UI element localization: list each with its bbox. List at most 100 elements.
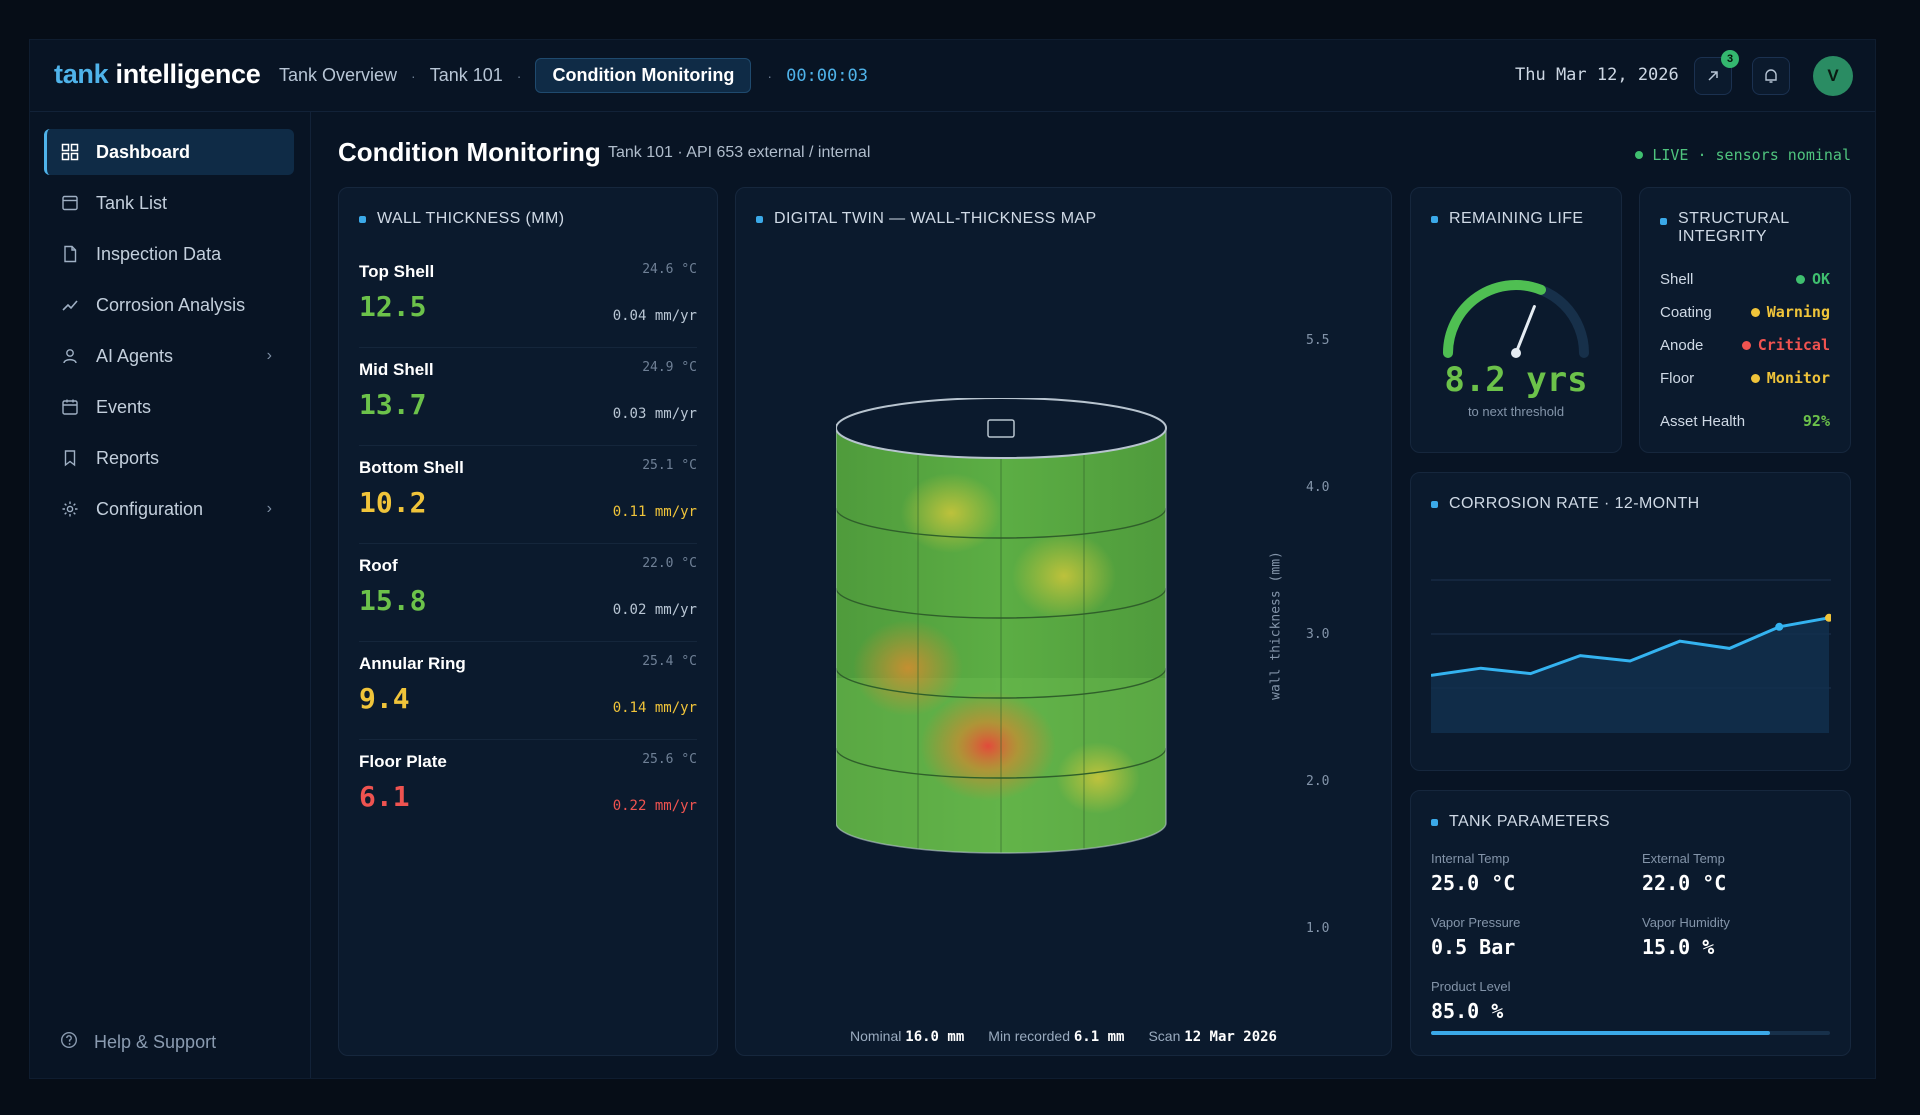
breadcrumb-tank-101[interactable]: Tank 101 (429, 65, 503, 85)
product-level-bar (1431, 1031, 1830, 1035)
help-icon (60, 1031, 78, 1054)
remaining-life-card: REMAINING LIFE 8.2 yrs to next threshold (1410, 187, 1622, 453)
breadcrumb: Tank Overview · Tank 101 · Condition Mon… (279, 58, 868, 93)
corrosion-rate-value: 0.14 mm/yr (612, 700, 697, 716)
sidebar-item-tank-list[interactable]: Tank List (44, 180, 294, 226)
breadcrumb-tank-overview[interactable]: Tank Overview (279, 65, 398, 85)
tank-3d-model[interactable] (836, 398, 1176, 868)
component-name: Top Shell (359, 262, 435, 281)
product-level-label: Product Level (1431, 979, 1511, 994)
temperature-value: 24.9 °C (642, 360, 697, 375)
session-timer: 00:00:03 (786, 65, 868, 86)
gear-icon (60, 499, 80, 519)
wall-thickness-row[interactable]: Roof 15.8 22.0 °C 0.02 mm/yr (359, 544, 697, 642)
card-title: CORROSION RATE · 12-MONTH (1431, 495, 1700, 513)
list-icon (60, 193, 80, 213)
temperature-value: 25.1 °C (642, 458, 697, 473)
wall-thickness-row[interactable]: Floor Plate 6.1 25.6 °C 0.22 mm/yr (359, 740, 697, 838)
scale-tick: 3.0 (1306, 627, 1330, 642)
integrity-label: Shell (1660, 270, 1694, 288)
external-temp-value: 22.0 °C (1642, 871, 1727, 895)
sidebar: Dashboard Tank List Inspection Data Corr… (30, 112, 311, 1078)
tank-parameters-card: TANK PARAMETERS Internal Temp 25.0 °C Ex… (1410, 790, 1851, 1056)
component-name: Annular Ring (359, 654, 466, 673)
avatar[interactable]: V (1813, 56, 1853, 96)
vapor-pressure-label: Vapor Pressure (1431, 915, 1521, 930)
status-badge: Warning (1750, 303, 1830, 321)
wall-thickness-row[interactable]: Bottom Shell 10.2 25.1 °C 0.11 mm/yr (359, 446, 697, 544)
bookmark-icon (60, 448, 80, 468)
scale-axis-label: wall thickness (mm) (1268, 551, 1284, 700)
status-dot-icon (1795, 274, 1805, 284)
sidebar-item-ai-agents[interactable]: AI Agents › (44, 333, 294, 379)
status-badge: OK (1795, 270, 1830, 288)
integrity-label: Floor (1660, 369, 1695, 387)
remaining-life-gauge (1443, 280, 1589, 358)
series-line (1431, 616, 1830, 677)
calendar-icon (60, 397, 80, 417)
corrosion-rate-value: 0.22 mm/yr (612, 798, 697, 814)
integrity-row: Anode Critical (1660, 336, 1830, 354)
page-subtitle: Tank 101 · API 653 external / internal (608, 144, 871, 161)
temperature-value: 24.6 °C (642, 262, 697, 277)
temperature-value: 22.0 °C (642, 556, 697, 571)
card-title: WALL THICKNESS (MM) (359, 210, 564, 228)
notifications-button[interactable] (1752, 57, 1790, 95)
thickness-value: 15.8 (359, 584, 427, 617)
status-dot-icon (1750, 307, 1760, 317)
integrity-label: Coating (1660, 303, 1712, 321)
status-dot-icon (1750, 373, 1760, 383)
chevron-right-icon: › (266, 500, 272, 517)
sidebar-item-events[interactable]: Events (44, 384, 294, 430)
help-support-link[interactable]: Help & Support (60, 1031, 216, 1054)
breadcrumb-condition-monitoring[interactable]: Condition Monitoring (535, 58, 752, 93)
top-bar: tank intelligence Tank Overview · Tank 1… (30, 40, 1875, 112)
component-name: Bottom Shell (359, 458, 464, 477)
page-title: Condition Monitoring (338, 137, 601, 167)
corrosion-rate-value: 0.11 mm/yr (612, 504, 697, 520)
internal-temp-label: Internal Temp (1431, 851, 1510, 866)
app-window: tank intelligence Tank Overview · Tank 1… (29, 39, 1876, 1079)
app-logo[interactable]: tank intelligence (54, 59, 261, 89)
document-icon (60, 244, 80, 264)
share-badge: 3 (1721, 50, 1739, 68)
structural-integrity-card: STRUCTURAL INTEGRITY Shell OK Coating Warni… (1639, 187, 1851, 453)
component-name: Floor Plate (359, 752, 447, 771)
corrosion-rate-chart[interactable] (1431, 533, 1831, 753)
series-area (1431, 617, 1829, 733)
live-dot-icon (1635, 151, 1644, 159)
data-point (1775, 622, 1784, 631)
bell-icon (1765, 69, 1777, 83)
header-date: Thu Mar 12, 2026 (1515, 65, 1679, 85)
wall-thickness-row[interactable]: Top Shell 12.5 24.6 °C 0.04 mm/yr (359, 250, 697, 348)
remaining-life-caption: to next threshold (1467, 404, 1565, 419)
sidebar-item-corrosion-analysis[interactable]: Corrosion Analysis (44, 282, 294, 328)
card-title: DIGITAL TWIN — WALL-THICKNESS MAP (756, 210, 1097, 228)
share-button[interactable]: 3 (1694, 50, 1739, 95)
chevron-right-icon: › (266, 347, 272, 364)
sidebar-item-inspection-data[interactable]: Inspection Data (44, 231, 294, 277)
corrosion-rate-card: CORROSION RATE · 12-MONTH (1410, 472, 1851, 771)
wall-thickness-row[interactable]: Mid Shell 13.7 24.9 °C 0.03 mm/yr (359, 348, 697, 446)
sidebar-item-dashboard[interactable]: Dashboard (44, 129, 294, 175)
asset-health-row: Asset Health 92% (1660, 412, 1830, 430)
sidebar-item-reports[interactable]: Reports (44, 435, 294, 481)
component-name: Mid Shell (359, 360, 434, 379)
live-status: LIVE · sensors nominal (1635, 146, 1851, 164)
corrosion-rate-value: 0.02 mm/yr (612, 602, 697, 618)
status-dot-icon (1741, 340, 1751, 350)
user-icon (60, 346, 80, 366)
corrosion-rate-value: 0.03 mm/yr (612, 406, 697, 422)
sidebar-item-configuration[interactable]: Configuration › (44, 486, 294, 532)
scale-tick: 2.0 (1306, 774, 1330, 789)
grid-icon (60, 142, 80, 162)
thickness-value: 10.2 (359, 486, 427, 519)
trend-icon (60, 295, 80, 315)
card-title: REMAINING LIFE (1431, 210, 1584, 228)
temperature-value: 25.4 °C (642, 654, 697, 669)
asset-health-value: 92% (1802, 412, 1830, 430)
scale-tick: 1.0 (1306, 921, 1330, 936)
wall-thickness-row[interactable]: Annular Ring 9.4 25.4 °C 0.14 mm/yr (359, 642, 697, 740)
card-title: STRUCTURAL INTEGRITY (1660, 210, 1830, 246)
vapor-humidity-value: 15.0 % (1642, 935, 1715, 959)
